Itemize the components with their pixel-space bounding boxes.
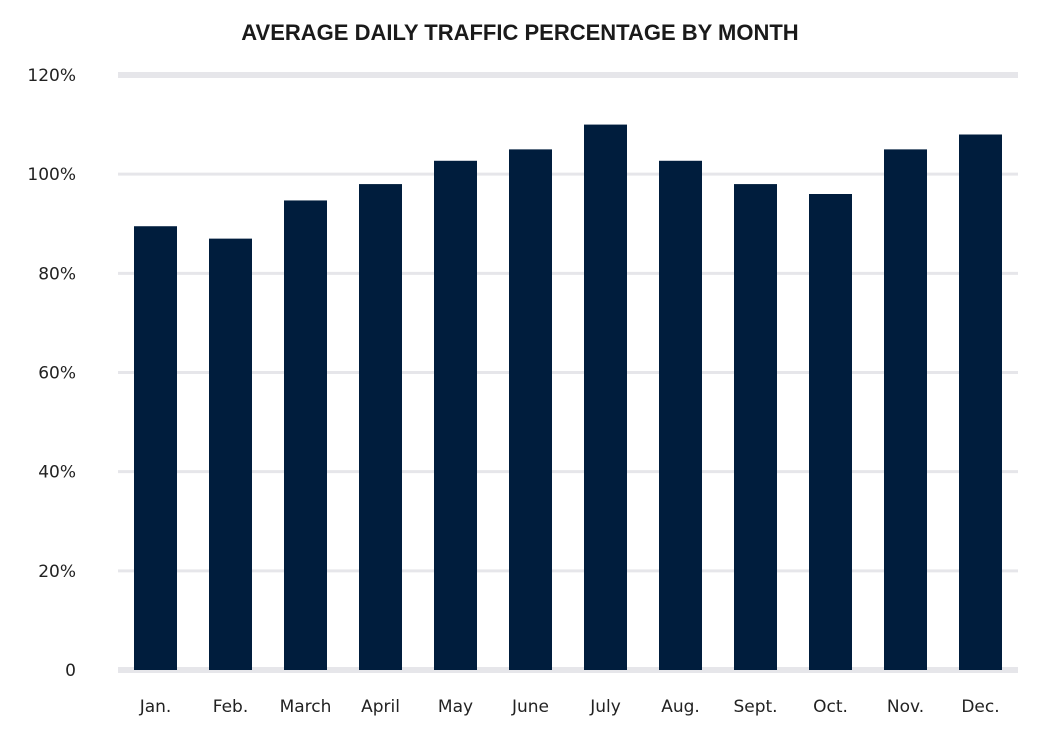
bar-april (359, 184, 402, 671)
y-tick-label: 20% (38, 562, 76, 582)
bar-march (284, 200, 327, 670)
x-tick-label: Feb. (213, 697, 249, 717)
x-tick-label: March (280, 697, 332, 717)
x-tick-label: July (589, 697, 621, 717)
y-tick-label: 60% (38, 364, 76, 384)
bars (134, 124, 1002, 671)
x-tick-label: Aug. (661, 697, 700, 717)
x-tick-label: April (361, 697, 400, 717)
y-tick-label: 120% (27, 66, 76, 86)
bar-sept (734, 184, 777, 671)
x-axis-ticks: Jan. Feb. March April May June July Aug. Sept. Oc… (139, 697, 1000, 717)
y-tick-label: 0 (65, 661, 76, 681)
bar-may (434, 160, 477, 670)
x-tick-label: Jan. (139, 697, 172, 717)
x-tick-label: May (438, 697, 473, 717)
bar-aug (659, 160, 702, 670)
y-tick-label: 100% (27, 165, 76, 185)
bar-jan (134, 226, 177, 670)
y-axis-ticks: 0 20% 40% 60% 80% 100% 120% (27, 66, 76, 681)
x-tick-label: Nov. (887, 697, 924, 717)
x-tick-label: Dec. (961, 697, 999, 717)
bar-feb (209, 238, 252, 670)
bar-oct (809, 194, 852, 670)
bar-june (509, 149, 552, 670)
gridlines (118, 72, 1018, 673)
x-tick-label: June (511, 697, 549, 717)
chart-title: AVERAGE DAILY TRAFFIC PERCENTAGE BY MONT… (241, 20, 799, 45)
bar-nov (884, 149, 927, 670)
x-tick-label: Sept. (733, 697, 777, 717)
y-tick-label: 40% (38, 463, 76, 483)
x-tick-label: Oct. (813, 697, 848, 717)
bar-dec (959, 134, 1002, 670)
bar-july (584, 124, 627, 671)
y-tick-label: 80% (38, 264, 76, 284)
